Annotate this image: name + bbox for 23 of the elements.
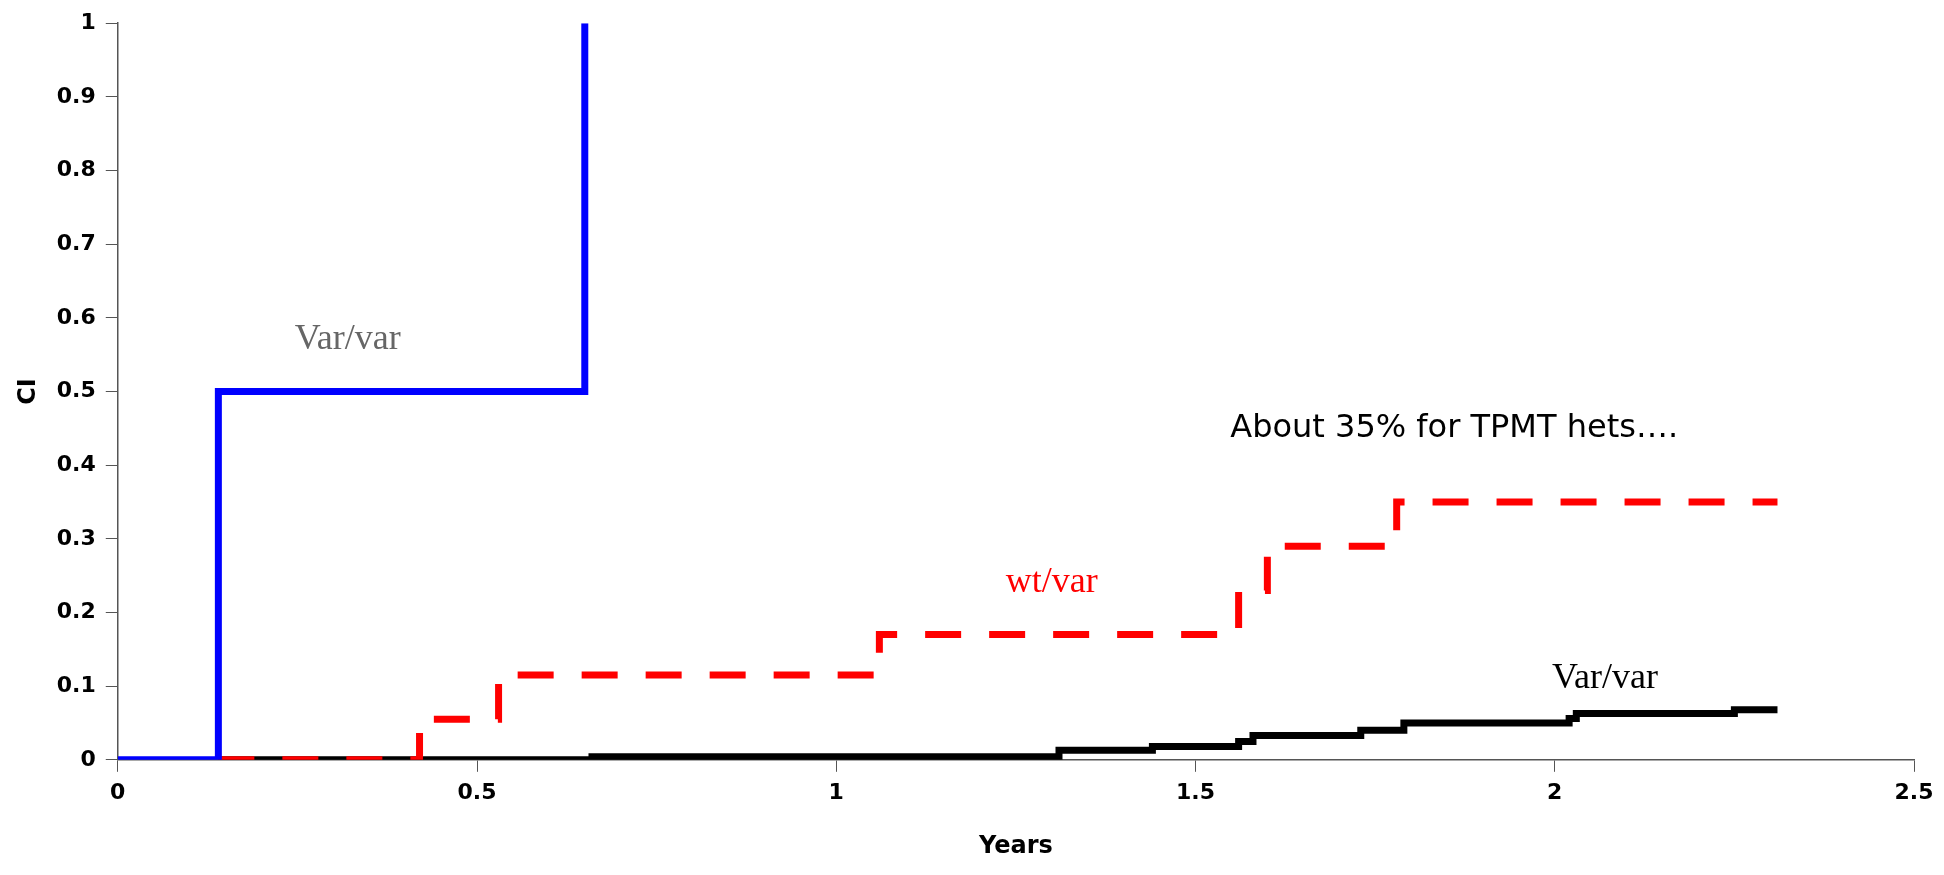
y-tick-label: 0.9 [56,82,96,108]
x-tick-label: 1 [828,778,844,804]
series-label: Var/var [1552,656,1659,697]
y-tick-label: 0 [80,745,96,771]
series-label: wt/var [1005,560,1098,601]
x-tick-label: 1.5 [1176,778,1215,804]
y-axis-title: CI [12,378,41,405]
y-tick-label: 0.3 [56,524,96,550]
y-tick-label: 0.8 [56,156,96,182]
series-label: Var/var [294,317,401,358]
x-tick-label: 0 [110,778,126,804]
y-tick-label: 0.2 [56,598,96,624]
y-tick-label: 0.6 [56,303,96,329]
annotation: About 35% for TPMT hets…. [1230,406,1679,445]
y-tick-label: 0.7 [56,229,96,255]
x-tick-label: 0.5 [457,778,497,804]
y-tick-label: 0.4 [56,450,96,476]
x-axis-title: Years [978,830,1053,859]
y-tick-label: 1 [80,8,96,34]
y-tick-label: 0.5 [56,377,96,403]
y-tick-label: 0.1 [56,671,96,697]
x-tick-label: 2.5 [1894,778,1934,804]
x-tick-label: 2 [1547,778,1563,804]
